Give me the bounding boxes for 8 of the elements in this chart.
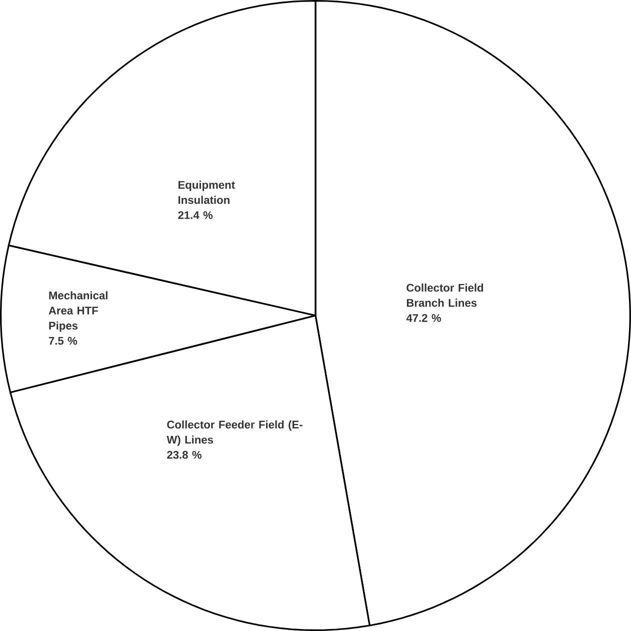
slice-label: Collector Field Branch Lines (406, 284, 484, 307)
data-label: 7.5 % (48, 336, 78, 345)
slice-label: Equipment Insulation (178, 180, 235, 204)
slice-label: Collector Feeder Field (E-W) Lines (166, 420, 302, 446)
slice-label: Mechanical Area HTF Pipes (48, 291, 108, 332)
data-label: 47.2 % (406, 314, 442, 322)
data-label: 21.4 % (178, 211, 213, 220)
data-label: 23.8 % (167, 450, 202, 459)
